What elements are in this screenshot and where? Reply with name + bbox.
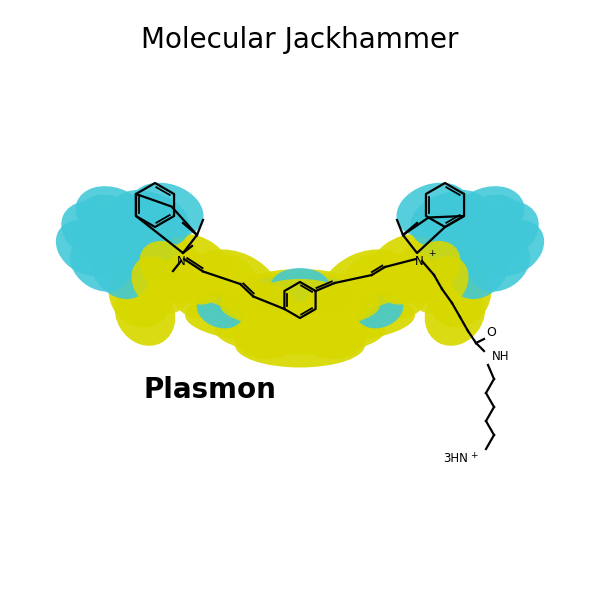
Ellipse shape <box>382 277 428 319</box>
Text: +: + <box>470 451 478 460</box>
Ellipse shape <box>215 305 385 355</box>
Ellipse shape <box>422 190 488 240</box>
Ellipse shape <box>115 244 182 312</box>
Ellipse shape <box>365 234 445 306</box>
Ellipse shape <box>192 253 258 307</box>
Ellipse shape <box>480 220 544 276</box>
Ellipse shape <box>322 278 379 322</box>
Ellipse shape <box>109 262 172 328</box>
Ellipse shape <box>79 194 142 245</box>
Ellipse shape <box>458 194 521 245</box>
Ellipse shape <box>115 280 175 346</box>
Ellipse shape <box>172 277 218 319</box>
Ellipse shape <box>221 278 278 322</box>
Ellipse shape <box>56 220 120 276</box>
Text: N: N <box>415 255 424 268</box>
Ellipse shape <box>302 290 358 330</box>
Text: 3HN: 3HN <box>443 452 468 466</box>
Ellipse shape <box>128 229 202 301</box>
Ellipse shape <box>166 251 224 305</box>
Ellipse shape <box>470 215 529 265</box>
Ellipse shape <box>197 292 244 328</box>
Ellipse shape <box>342 253 408 307</box>
Ellipse shape <box>76 186 148 244</box>
Ellipse shape <box>265 271 335 309</box>
Ellipse shape <box>356 292 403 328</box>
Ellipse shape <box>71 215 130 265</box>
Ellipse shape <box>470 236 530 292</box>
Ellipse shape <box>112 190 178 240</box>
Ellipse shape <box>412 256 469 314</box>
Ellipse shape <box>320 250 410 320</box>
Ellipse shape <box>253 279 347 317</box>
Ellipse shape <box>107 210 173 266</box>
Ellipse shape <box>471 201 539 259</box>
Ellipse shape <box>418 244 485 312</box>
Ellipse shape <box>427 210 493 266</box>
Ellipse shape <box>382 265 428 304</box>
Ellipse shape <box>110 227 170 283</box>
Ellipse shape <box>452 245 508 299</box>
Ellipse shape <box>398 229 472 301</box>
Ellipse shape <box>70 236 130 292</box>
Ellipse shape <box>139 241 200 299</box>
Ellipse shape <box>376 251 434 305</box>
Ellipse shape <box>61 201 129 259</box>
Ellipse shape <box>417 230 473 280</box>
Ellipse shape <box>155 234 235 306</box>
Ellipse shape <box>271 268 329 302</box>
Ellipse shape <box>452 186 524 244</box>
Ellipse shape <box>92 245 148 299</box>
Ellipse shape <box>130 182 203 238</box>
Ellipse shape <box>242 290 298 330</box>
Ellipse shape <box>190 250 280 320</box>
Ellipse shape <box>131 256 188 314</box>
Text: NH: NH <box>492 350 509 364</box>
Ellipse shape <box>127 230 183 280</box>
Ellipse shape <box>172 265 218 304</box>
Ellipse shape <box>220 281 380 329</box>
Ellipse shape <box>400 241 461 299</box>
Text: Plasmon: Plasmon <box>143 376 277 404</box>
Text: N: N <box>176 255 185 268</box>
Ellipse shape <box>410 193 480 248</box>
Ellipse shape <box>235 269 365 311</box>
Ellipse shape <box>120 193 190 248</box>
Text: +: + <box>428 250 436 259</box>
Ellipse shape <box>428 262 491 328</box>
Ellipse shape <box>245 285 295 319</box>
Text: O: O <box>486 326 496 340</box>
Text: Molecular Jackhammer: Molecular Jackhammer <box>141 26 459 54</box>
Ellipse shape <box>430 227 490 283</box>
Ellipse shape <box>305 321 365 359</box>
Ellipse shape <box>200 272 400 328</box>
Ellipse shape <box>249 277 301 313</box>
Ellipse shape <box>235 323 365 367</box>
Ellipse shape <box>299 277 351 313</box>
Ellipse shape <box>185 285 415 345</box>
Ellipse shape <box>397 182 470 238</box>
Ellipse shape <box>425 280 485 346</box>
Ellipse shape <box>235 321 295 359</box>
Ellipse shape <box>305 285 355 319</box>
